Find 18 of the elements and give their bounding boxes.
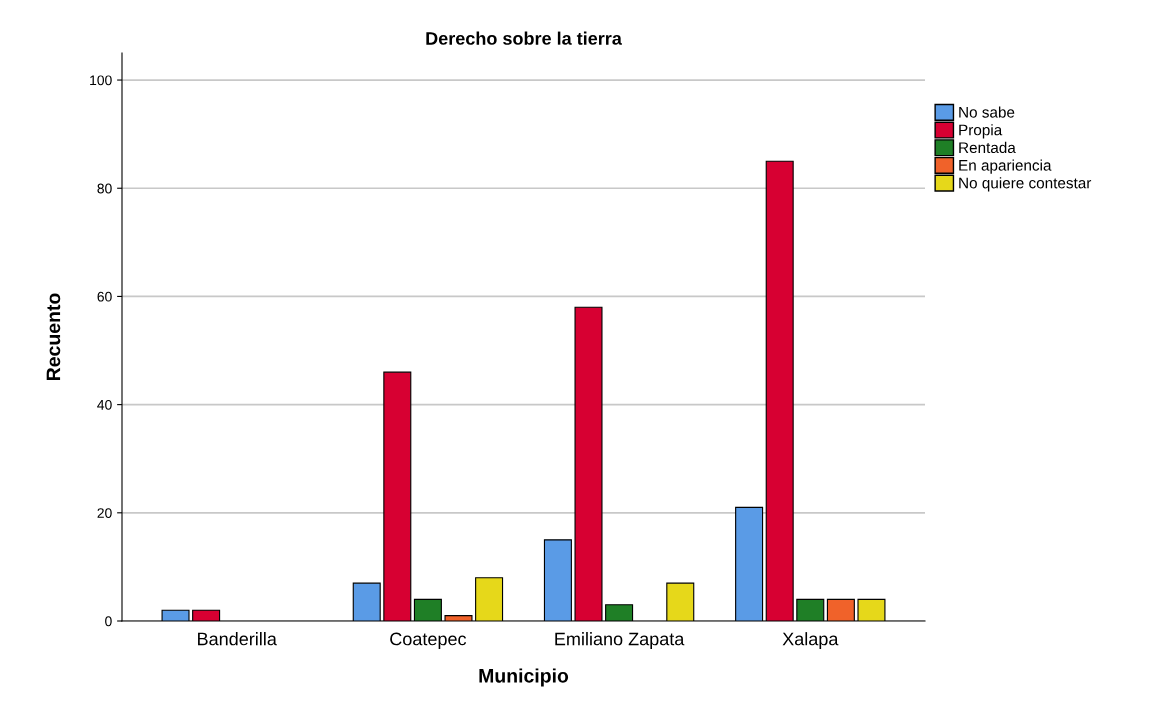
x-tick-label: Banderilla: [198, 632, 277, 646]
x-axis-title: Municipio: [479, 668, 569, 687]
y-axis-title: Recuento: [46, 293, 61, 380]
legend-label: En apariencia: [959, 159, 1052, 174]
y-tick-label: 20: [97, 508, 112, 518]
y-tick-label: 80: [97, 183, 112, 194]
y-tick-label: 0: [105, 616, 112, 627]
x-tick-label: Xalapa: [782, 632, 839, 649]
y-tick-label: 60: [97, 291, 112, 302]
legend-label: No quiere contestar: [959, 177, 1092, 192]
x-tick-label: Emiliano Zapata: [555, 632, 685, 649]
legend-label: Rentada: [959, 141, 1016, 154]
y-tick-label: 100: [90, 75, 112, 86]
x-tick-label: Coatepec: [390, 632, 467, 649]
legend-label: No sabe: [959, 106, 1015, 118]
y-tick-label: 40: [97, 399, 112, 410]
legend-label: Propia: [959, 124, 1003, 139]
chart-title: Derecho sobre la tierra: [426, 31, 622, 45]
